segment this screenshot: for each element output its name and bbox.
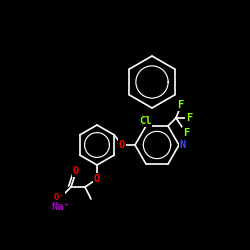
- Text: O: O: [119, 140, 125, 150]
- Text: Na⁺: Na⁺: [52, 202, 70, 212]
- Text: N: N: [180, 140, 186, 150]
- Text: O: O: [73, 166, 79, 176]
- Text: F: F: [186, 113, 192, 123]
- Text: F: F: [177, 100, 183, 110]
- Text: Cl: Cl: [139, 116, 151, 126]
- Text: F: F: [183, 128, 189, 138]
- Text: O: O: [94, 174, 100, 184]
- Text: O⁻: O⁻: [54, 192, 64, 202]
